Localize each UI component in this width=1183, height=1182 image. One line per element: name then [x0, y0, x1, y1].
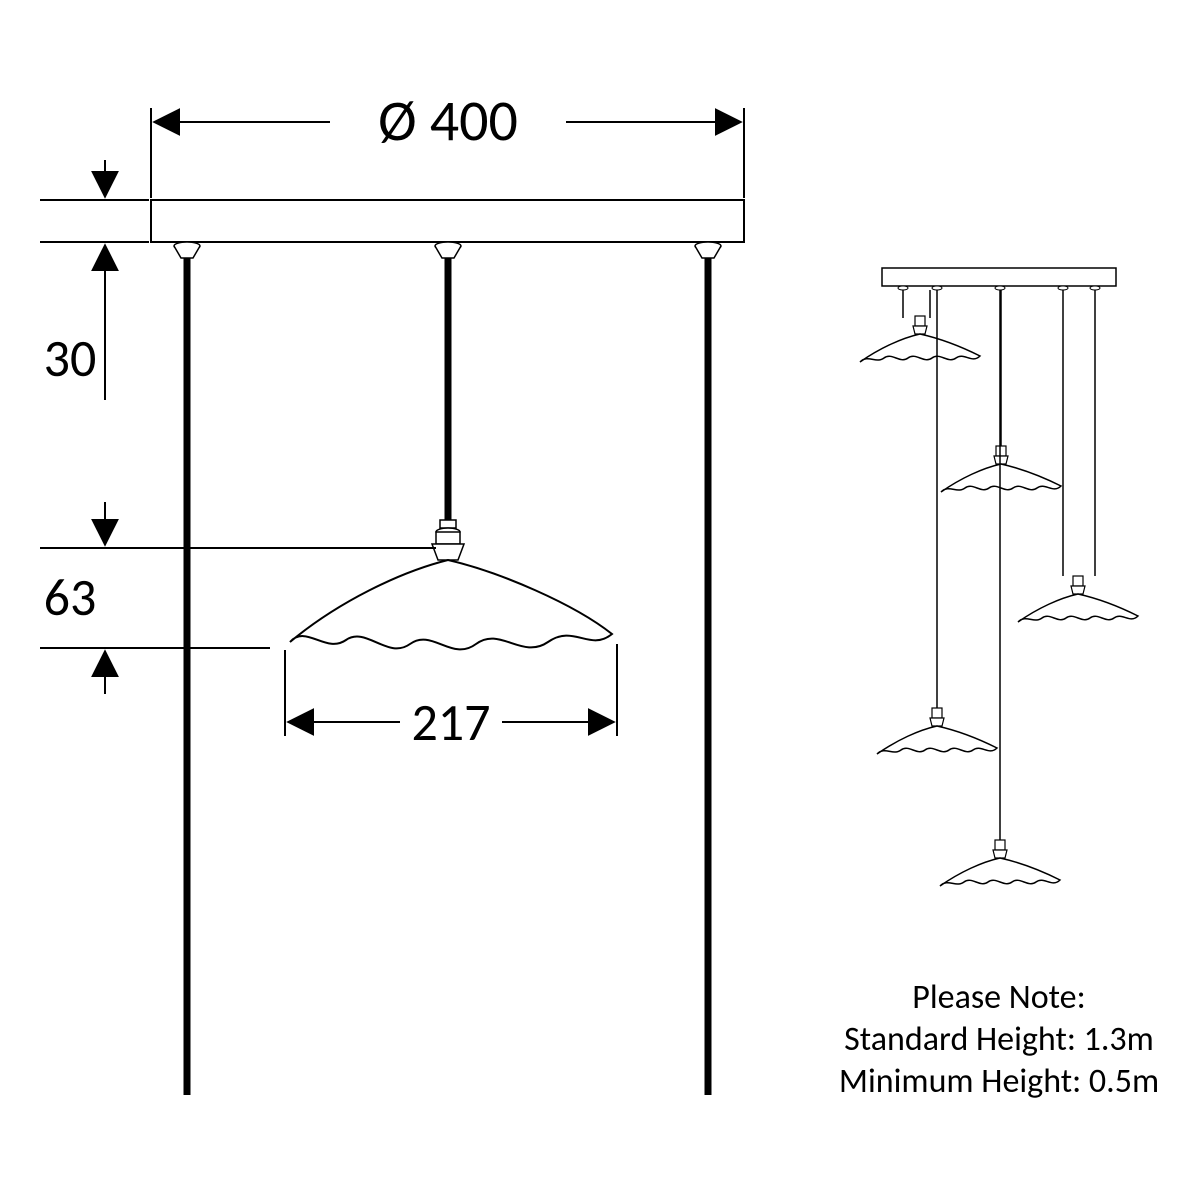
dimension-canopy-height: 30: [40, 160, 149, 400]
technical-drawing: Ø 400 30: [0, 0, 1183, 1182]
side-pendant-3: [1018, 576, 1138, 622]
pendant-shade-main: [290, 520, 612, 649]
note-line2: Minimum Height: 0.5m: [839, 1061, 1159, 1102]
dim-diameter-label: Ø 400: [378, 85, 518, 156]
ceiling-canopy: [151, 200, 744, 242]
dimension-diameter: Ø 400: [151, 85, 744, 198]
dimension-shade-width: 217: [285, 644, 617, 754]
note-line1: Standard Height: 1.3m: [844, 1019, 1154, 1060]
note-block: Please Note: Standard Height: 1.3m Minim…: [839, 977, 1159, 1102]
side-view: [860, 268, 1138, 886]
note-title: Please Note:: [912, 977, 1085, 1018]
dim-canopy-height-label: 30: [44, 326, 97, 390]
dim-shade-width-label: 217: [411, 690, 490, 754]
side-pendant-2: [941, 446, 1061, 492]
cable-grips: [174, 242, 721, 258]
cables: [187, 258, 708, 1095]
dim-shade-height-label: 63: [44, 565, 97, 629]
side-pendant-5: [940, 840, 1060, 886]
side-pendant-4: [877, 708, 997, 754]
side-pendant-1: [860, 316, 980, 362]
